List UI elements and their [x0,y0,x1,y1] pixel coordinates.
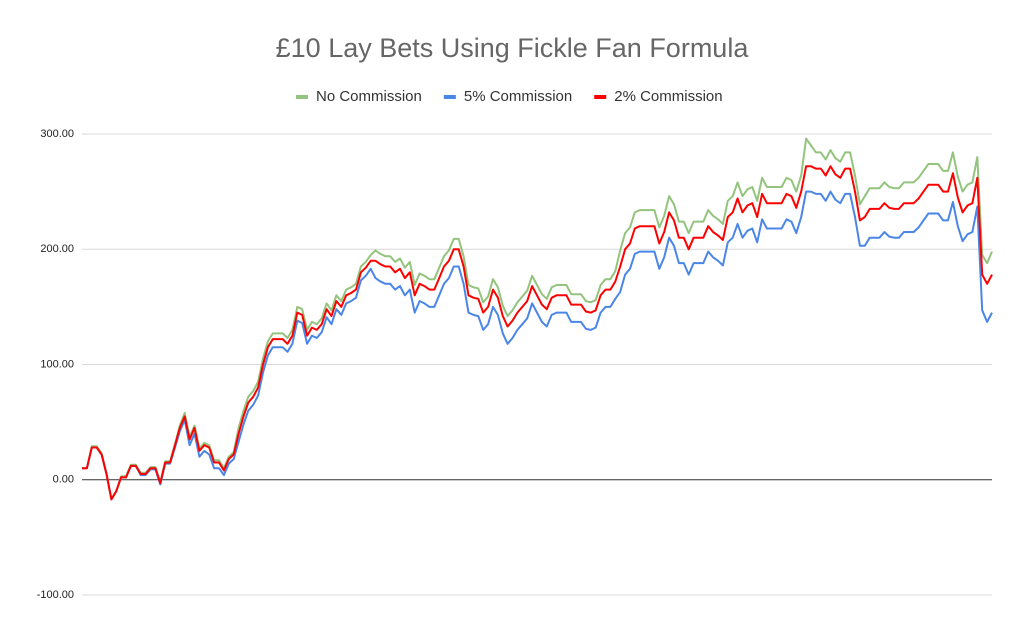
legend-label: 5% Commission [464,88,572,105]
y-tick-label: 300.00 [40,128,74,140]
y-tick-label: -100.00 [37,589,74,601]
series-line [82,165,993,501]
y-tick-label: 100.00 [40,358,74,370]
series-line [82,190,993,501]
chart-title: £10 Lay Bets Using Fickle Fan Formula [276,33,750,63]
y-tick-label: 200.00 [40,243,74,255]
legend-label: No Commission [316,88,422,105]
legend-label: 2% Commission [614,88,722,105]
y-tick-label: 0.00 [53,474,74,486]
